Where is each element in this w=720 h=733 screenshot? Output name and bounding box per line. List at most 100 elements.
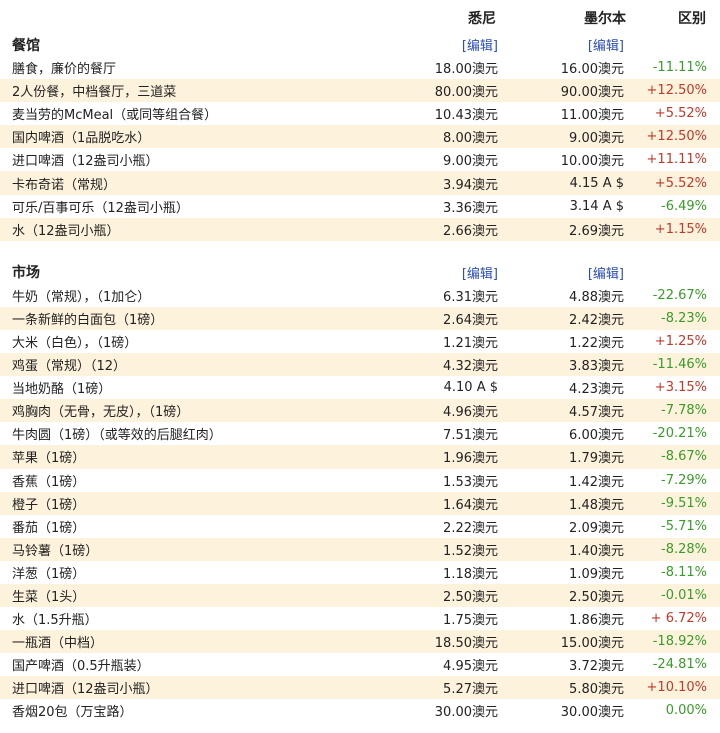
price-difference: +3.15%	[654, 380, 707, 396]
table-row: 进口啤酒（12盎司小瓶） 5.27澳元 5.80澳元 +10.10%	[0, 676, 720, 700]
table-row: 卡布奇诺（常规） 3.94澳元 4.15 A $ +5.52%	[0, 171, 720, 195]
table-row: 国内啤酒（1品脱吃水） 8.00澳元 9.00澳元 +12.50%	[0, 125, 720, 149]
edit-link-sydney[interactable]: [编辑]	[461, 266, 498, 282]
price-difference: -9.51%	[661, 495, 707, 511]
table-row: 鸡蛋（常规）（12） 4.32澳元 3.83澳元 -11.46%	[0, 353, 720, 377]
edit-link-melbourne[interactable]: [编辑]	[587, 266, 624, 282]
table-row: 马铃薯（1磅） 1.52澳元 1.40澳元 -8.28%	[0, 537, 720, 561]
price-difference: -8.28%	[661, 541, 707, 557]
price-sydney: 3.94澳元	[443, 177, 498, 193]
price-melbourne: 1.42澳元	[569, 474, 624, 490]
price-sydney: 3.36澳元	[443, 200, 498, 216]
table-row: 水（12盎司小瓶） 2.66澳元 2.69澳元 +1.15%	[0, 217, 720, 241]
table-row: 当地奶酪（1磅） 4.10 A $ 4.23澳元 +3.15%	[0, 376, 720, 399]
table-row: 膳食，廉价的餐厅 18.00澳元 16.00澳元 -11.11%	[0, 56, 720, 79]
table-header: 悉尼 墨尔本 区别	[0, 0, 720, 33]
column-header-melbourne: 墨尔本	[584, 10, 626, 27]
column-header-sydney: 悉尼	[468, 10, 496, 27]
price-difference: -18.92%	[652, 634, 707, 650]
item-name: 橙子（1磅）	[12, 497, 86, 513]
item-name: 2人份餐，中档餐厅，三道菜	[12, 85, 177, 101]
table-row: 大米（白色），（1磅） 1.21澳元 1.22澳元 +1.25%	[0, 330, 720, 353]
price-difference: -5.71%	[661, 518, 707, 534]
item-name: 进口啤酒（12盎司小瓶）	[12, 154, 159, 170]
table-row: 鸡胸肉（无骨，无皮），（1磅） 4.96澳元 4.57澳元 -7.78%	[0, 399, 720, 423]
price-sydney: 18.50澳元	[434, 636, 498, 652]
price-sydney: 2.50澳元	[443, 590, 498, 606]
table-row: 生菜（1头） 2.50澳元 2.50澳元 -0.01%	[0, 583, 720, 608]
item-name: 国内啤酒（1品脱吃水）	[12, 131, 151, 147]
price-melbourne: 1.48澳元	[569, 497, 624, 513]
table-row: 苹果（1磅） 1.96澳元 1.79澳元 -8.67%	[0, 445, 720, 469]
item-name: 麦当劳的McMeal（或同等组合餐）	[12, 108, 218, 124]
price-melbourne: 3.14 A $	[569, 198, 624, 214]
price-difference: -7.29%	[661, 472, 707, 488]
price-sydney: 6.31澳元	[443, 289, 498, 305]
section-spacer	[0, 241, 720, 261]
price-sydney: 1.96澳元	[443, 451, 498, 467]
table-row: 洋葱（1磅） 1.18澳元 1.09澳元 -8.11%	[0, 561, 720, 584]
price-sydney: 7.51澳元	[443, 428, 498, 444]
price-difference: +11.11%	[646, 152, 707, 168]
item-name: 洋葱（1磅）	[12, 566, 86, 582]
table-row: 水（1.5升瓶） 1.75澳元 1.86澳元 + 6.72%	[0, 607, 720, 630]
section-header: 餐馆 [编辑] [编辑]	[0, 33, 720, 56]
price-difference: -6.49%	[661, 198, 707, 214]
price-melbourne: 2.50澳元	[569, 590, 624, 606]
table-row: 2人份餐，中档餐厅，三道菜 80.00澳元 90.00澳元 +12.50%	[0, 79, 720, 103]
table-row: 牛奶（常规），（1加仑） 6.31澳元 4.88澳元 -22.67%	[0, 284, 720, 307]
price-melbourne: 3.83澳元	[569, 359, 624, 375]
price-sydney: 1.18澳元	[443, 566, 498, 582]
price-melbourne: 4.23澳元	[569, 382, 624, 398]
price-sydney: 1.64澳元	[443, 497, 498, 513]
price-melbourne: 4.57澳元	[569, 405, 624, 421]
price-sydney: 4.32澳元	[443, 359, 498, 375]
price-sydney: 30.00澳元	[434, 705, 498, 721]
table-row: 牛肉圆（1磅）（或等效的后腿红肉） 7.51澳元 6.00澳元 -20.21%	[0, 422, 720, 445]
price-sydney: 2.22澳元	[443, 520, 498, 536]
edit-link-sydney[interactable]: [编辑]	[461, 39, 498, 54]
price-melbourne: 1.09澳元	[569, 566, 624, 582]
item-name: 牛肉圆（1磅）（或等效的后腿红肉）	[12, 428, 222, 444]
item-name: 大米（白色），（1磅）	[12, 335, 138, 351]
price-difference: -8.11%	[661, 564, 707, 580]
price-sydney: 1.21澳元	[443, 335, 498, 351]
price-sydney: 4.95澳元	[443, 659, 498, 675]
table-row: 一条新鲜的白面包（1磅） 2.64澳元 2.42澳元 -8.23%	[0, 306, 720, 330]
price-melbourne: 4.15 A $	[569, 175, 624, 191]
column-header-difference: 区别	[678, 10, 706, 27]
table-row: 橙子（1磅） 1.64澳元 1.48澳元 -9.51%	[0, 491, 720, 515]
table-row: 国产啤酒（0.5升瓶装） 4.95澳元 3.72澳元 -24.81%	[0, 653, 720, 676]
price-difference: + 6.72%	[650, 611, 707, 627]
price-melbourne: 16.00澳元	[560, 62, 624, 78]
price-sydney: 10.43澳元	[434, 108, 498, 124]
table-row: 可乐/百事可乐（12盎司小瓶） 3.36澳元 3.14 A $ -6.49%	[0, 195, 720, 218]
edit-link-melbourne[interactable]: [编辑]	[587, 39, 624, 54]
price-sydney: 1.53澳元	[443, 474, 498, 490]
price-melbourne: 1.79澳元	[569, 451, 624, 467]
item-name: 香蕉（1磅）	[12, 474, 86, 490]
section-header: 市场 [编辑] [编辑]	[0, 261, 720, 284]
price-melbourne: 2.42澳元	[569, 312, 624, 328]
price-difference: +1.25%	[654, 333, 707, 349]
price-difference: +10.10%	[646, 680, 707, 696]
price-difference: -20.21%	[652, 426, 707, 442]
price-sydney: 8.00澳元	[443, 131, 498, 147]
price-melbourne: 15.00澳元	[560, 636, 624, 652]
item-name: 番茄（1磅）	[12, 520, 86, 536]
table-row: 香烟20包（万宝路） 30.00澳元 30.00澳元 0.00%	[0, 699, 720, 722]
price-melbourne: 4.88澳元	[569, 289, 624, 305]
price-difference: -8.67%	[661, 449, 707, 465]
price-sydney: 4.10 A $	[443, 380, 498, 396]
price-melbourne: 30.00澳元	[560, 705, 624, 721]
price-sydney: 2.64澳元	[443, 312, 498, 328]
item-name: 生菜（1头）	[12, 590, 86, 606]
price-difference: +12.50%	[646, 83, 707, 99]
price-difference: +5.52%	[654, 106, 707, 122]
price-sydney: 5.27澳元	[443, 682, 498, 698]
price-difference: +1.15%	[654, 221, 707, 237]
item-name: 牛奶（常规），（1加仑）	[12, 289, 151, 305]
price-sydney: 1.75澳元	[443, 613, 498, 629]
item-name: 香烟20包（万宝路）	[12, 705, 133, 721]
price-melbourne: 6.00澳元	[569, 428, 624, 444]
